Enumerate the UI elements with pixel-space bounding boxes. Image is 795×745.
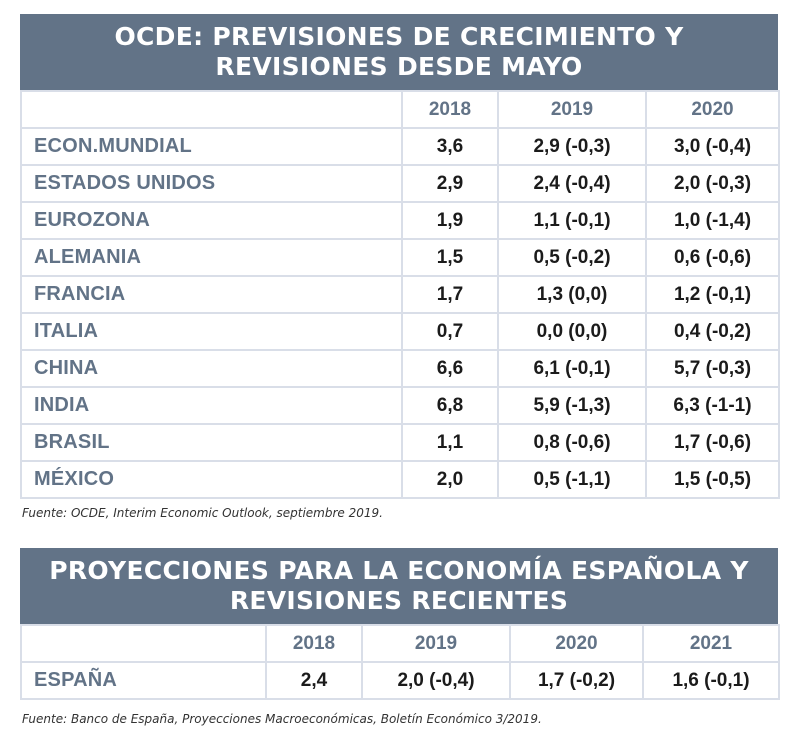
country-label: ESTADOS UNIDOS: [20, 164, 403, 203]
table-row: EUROZONA 1,9 1,1 (-0,1) 1,0 (-1,4): [20, 201, 780, 240]
country-label: FRANCIA: [20, 275, 403, 314]
country-label: CHINA: [20, 349, 403, 388]
value-2018: 0,7: [401, 312, 499, 351]
value-2019: 0,5 (-1,1): [497, 460, 647, 499]
oecd-title-line1: OCDE: PREVISIONES DE CRECIMIENTO Y: [114, 22, 684, 51]
value-2019: 2,9 (-0,3): [497, 127, 647, 166]
table-row: INDIA 6,8 5,9 (-1,3) 6,3 (-1-1): [20, 386, 780, 425]
value-2020: 6,3 (-1-1): [645, 386, 780, 425]
value-2019: 0,0 (0,0): [497, 312, 647, 351]
oecd-header-2018: 2018: [401, 90, 499, 129]
value-2018: 6,6: [401, 349, 499, 388]
value-2019: 1,1 (-0,1): [497, 201, 647, 240]
spain-header-2018: 2018: [265, 624, 363, 663]
value-2020: 0,4 (-0,2): [645, 312, 780, 351]
table-row: ECON.MUNDIAL 3,6 2,9 (-0,3) 3,0 (-0,4): [20, 127, 780, 166]
spain-header-row: 2018 2019 2020 2021: [20, 624, 780, 663]
spain-header-2021: 2021: [642, 624, 780, 663]
country-label: BRASIL: [20, 423, 403, 462]
value-2020: 1,2 (-0,1): [645, 275, 780, 314]
table-row: BRASIL 1,1 0,8 (-0,6) 1,7 (-0,6): [20, 423, 780, 462]
value-2018: 1,9: [401, 201, 499, 240]
oecd-header-2020: 2020: [645, 90, 780, 129]
country-label: ESPAÑA: [20, 661, 267, 700]
oecd-title: OCDE: PREVISIONES DE CRECIMIENTO Y REVIS…: [20, 14, 778, 90]
value-2019: 1,3 (0,0): [497, 275, 647, 314]
country-label: ECON.MUNDIAL: [20, 127, 403, 166]
spain-header-2019: 2019: [361, 624, 511, 663]
value-2020: 1,0 (-1,4): [645, 201, 780, 240]
value-2018: 3,6: [401, 127, 499, 166]
oecd-table: 2018 2019 2020 ECON.MUNDIAL 3,6 2,9 (-0,…: [20, 90, 780, 499]
spain-title-line2: REVISIONES RECIENTES: [229, 586, 569, 615]
value-2020: 2,0 (-0,3): [645, 164, 780, 203]
value-2018: 2,0: [401, 460, 499, 499]
table-row: ESTADOS UNIDOS 2,9 2,4 (-0,4) 2,0 (-0,3): [20, 164, 780, 203]
table-row: CHINA 6,6 6,1 (-0,1) 5,7 (-0,3): [20, 349, 780, 388]
spain-source-note: Fuente: Banco de España, Proyecciones Ma…: [22, 712, 542, 726]
value-2019: 6,1 (-0,1): [497, 349, 647, 388]
value-2020: 3,0 (-0,4): [645, 127, 780, 166]
table-row: ESPAÑA 2,4 2,0 (-0,4) 1,7 (-0,2) 1,6 (-0…: [20, 661, 780, 700]
value-2019: 2,4 (-0,4): [497, 164, 647, 203]
table-row: ALEMANIA 1,5 0,5 (-0,2) 0,6 (-0,6): [20, 238, 780, 277]
spain-header-2020: 2020: [509, 624, 644, 663]
oecd-source-note: Fuente: OCDE, Interim Economic Outlook, …: [22, 506, 383, 520]
oecd-header-row: 2018 2019 2020: [20, 90, 780, 129]
value-2020: 1,7 (-0,2): [509, 661, 644, 700]
value-2019: 0,8 (-0,6): [497, 423, 647, 462]
oecd-header-2019: 2019: [497, 90, 647, 129]
value-2018: 6,8: [401, 386, 499, 425]
value-2019: 5,9 (-1,3): [497, 386, 647, 425]
value-2020: 1,5 (-0,5): [645, 460, 780, 499]
value-2019: 0,5 (-0,2): [497, 238, 647, 277]
spain-panel: PROYECCIONES PARA LA ECONOMÍA ESPAÑOLA Y…: [20, 548, 780, 700]
value-2018: 1,7: [401, 275, 499, 314]
country-label: MÉXICO: [20, 460, 403, 499]
value-2020: 5,7 (-0,3): [645, 349, 780, 388]
value-2018: 1,1: [401, 423, 499, 462]
spain-title: PROYECCIONES PARA LA ECONOMÍA ESPAÑOLA Y…: [20, 548, 778, 624]
oecd-title-line2: REVISIONES DESDE MAYO: [215, 52, 583, 81]
value-2018: 2,4: [265, 661, 363, 700]
value-2021: 1,6 (-0,1): [642, 661, 780, 700]
value-2018: 1,5: [401, 238, 499, 277]
value-2020: 1,7 (-0,6): [645, 423, 780, 462]
country-label: INDIA: [20, 386, 403, 425]
oecd-header-empty: [20, 90, 403, 129]
spain-header-empty: [20, 624, 267, 663]
table-row: FRANCIA 1,7 1,3 (0,0) 1,2 (-0,1): [20, 275, 780, 314]
oecd-panel: OCDE: PREVISIONES DE CRECIMIENTO Y REVIS…: [20, 14, 780, 499]
value-2019: 2,0 (-0,4): [361, 661, 511, 700]
table-row: MÉXICO 2,0 0,5 (-1,1) 1,5 (-0,5): [20, 460, 780, 499]
country-label: ALEMANIA: [20, 238, 403, 277]
value-2020: 0,6 (-0,6): [645, 238, 780, 277]
value-2018: 2,9: [401, 164, 499, 203]
spain-title-line1: PROYECCIONES PARA LA ECONOMÍA ESPAÑOLA Y: [49, 556, 749, 585]
country-label: ITALIA: [20, 312, 403, 351]
table-row: ITALIA 0,7 0,0 (0,0) 0,4 (-0,2): [20, 312, 780, 351]
country-label: EUROZONA: [20, 201, 403, 240]
spain-table: 2018 2019 2020 2021 ESPAÑA 2,4 2,0 (-0,4…: [20, 624, 780, 700]
